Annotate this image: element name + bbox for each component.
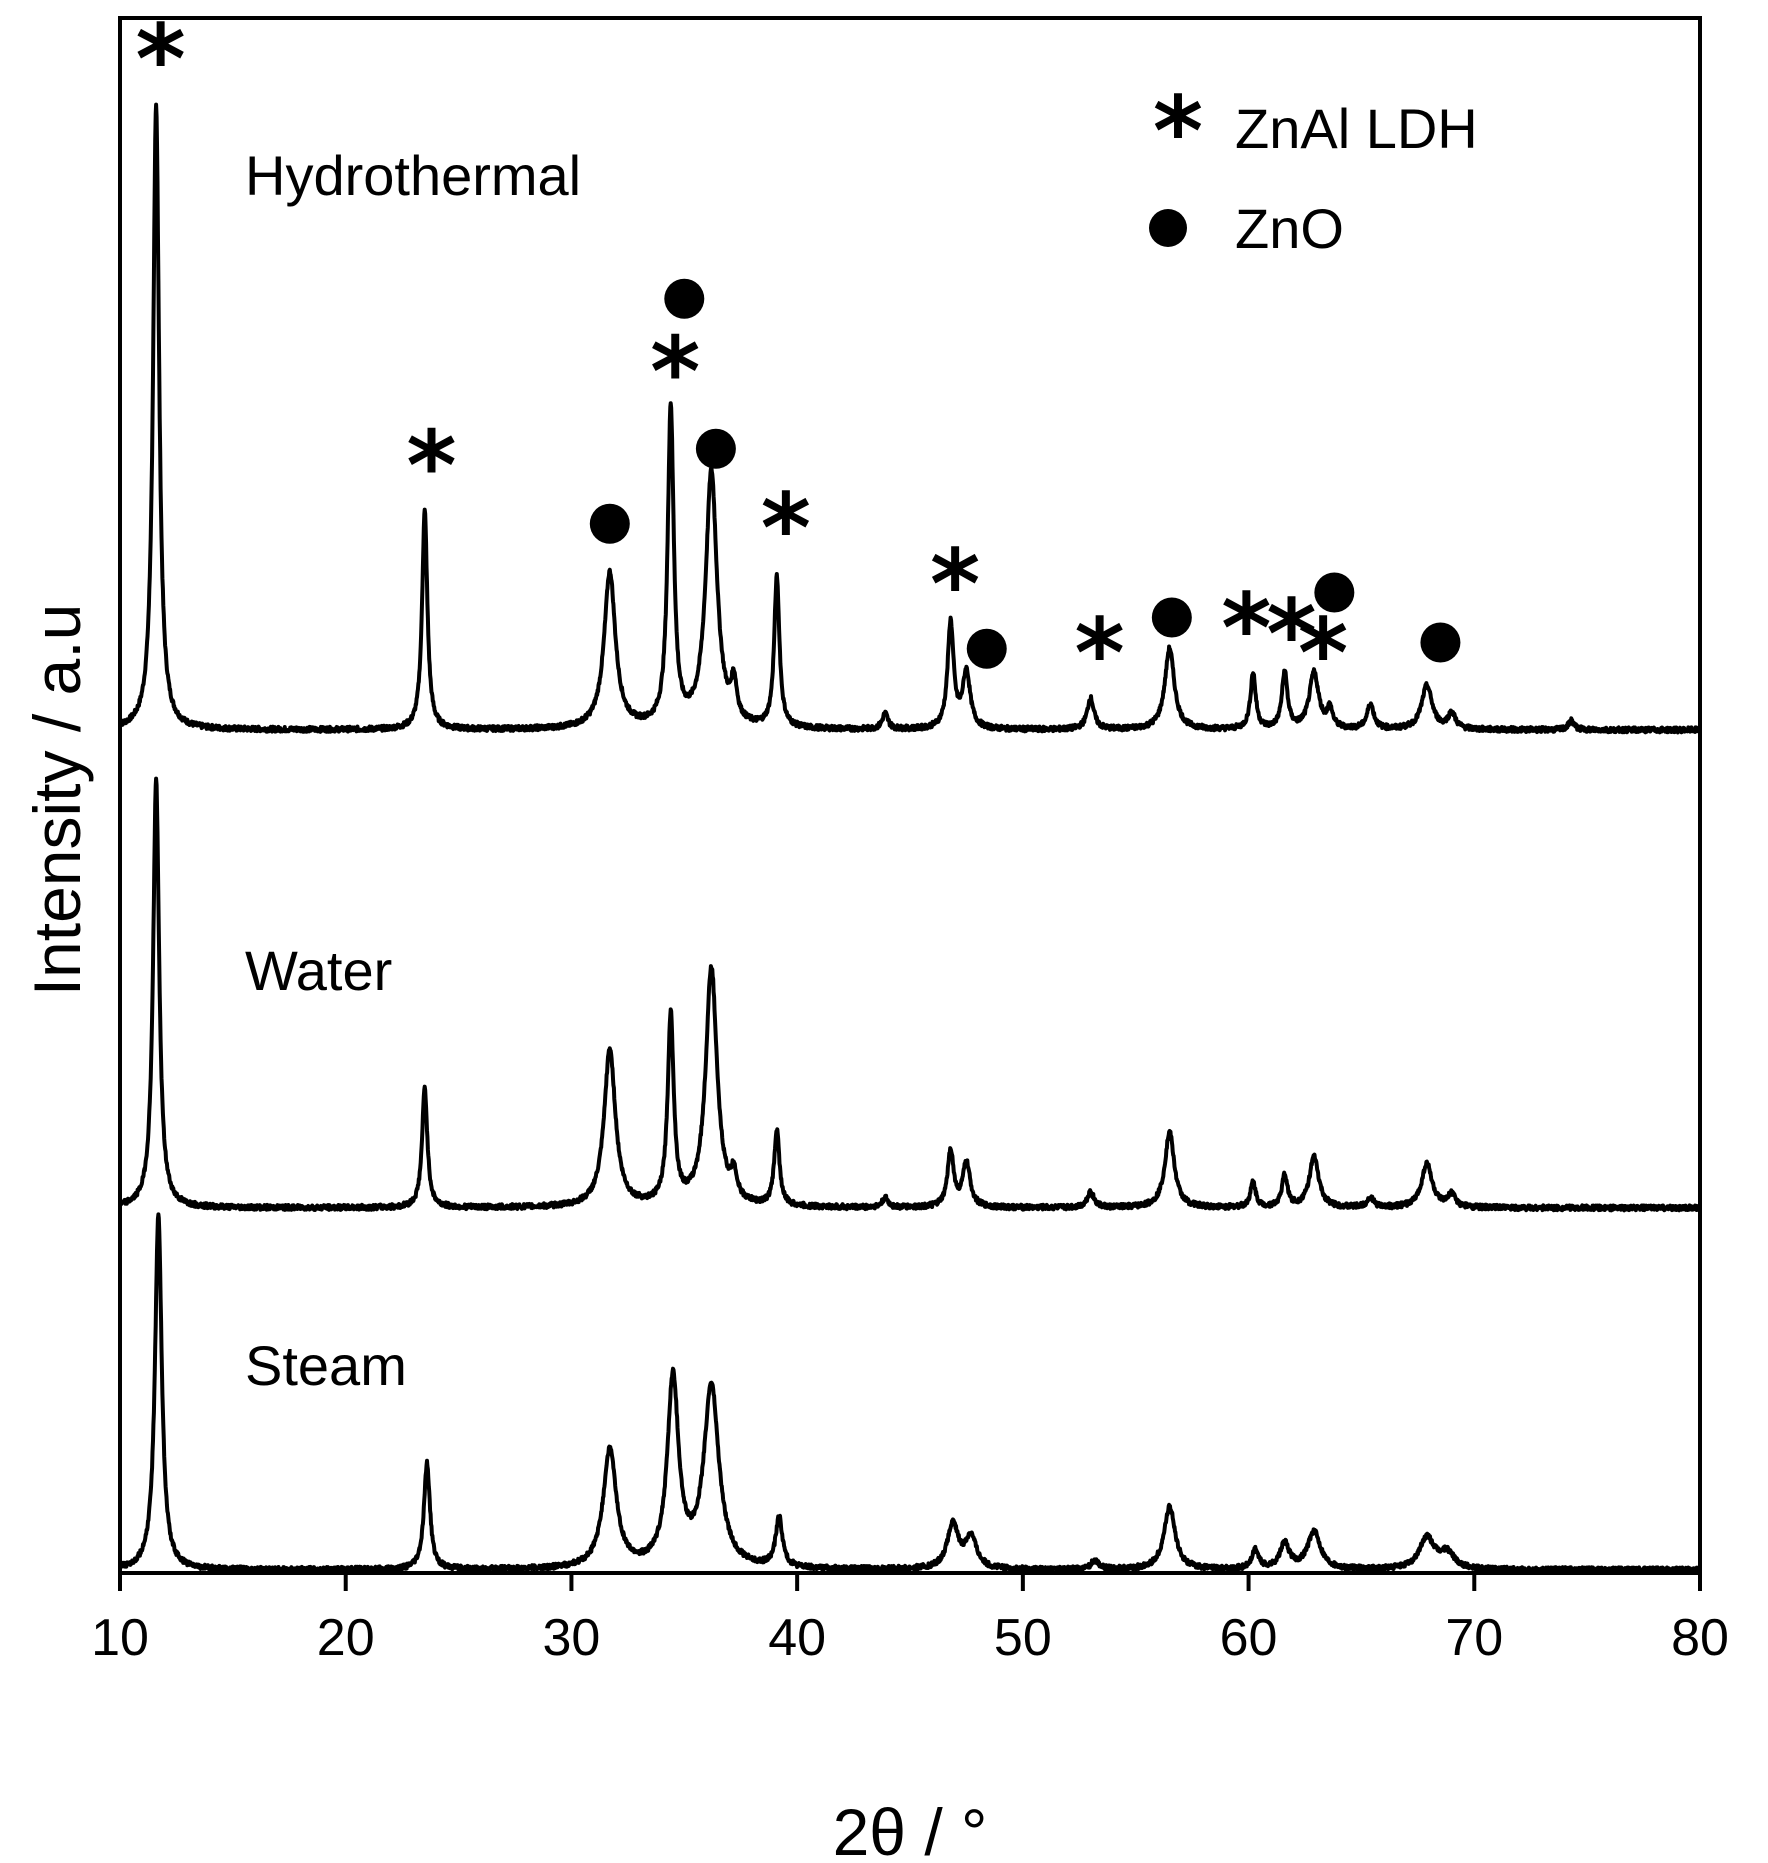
x-tick-label: 70 bbox=[1445, 1609, 1503, 1667]
trace-steam bbox=[118, 1212, 1702, 1575]
zno-peak-dot-icon bbox=[1151, 597, 1192, 638]
zno-peak-dot-icon bbox=[589, 503, 630, 544]
y-axis-title: Intensity / a.u bbox=[20, 604, 94, 997]
zno-peak-dot-icon bbox=[695, 428, 736, 469]
legend-label-zno: ZnO bbox=[1235, 197, 1344, 260]
legend-label-ldh: ZnAl LDH bbox=[1235, 97, 1478, 160]
legend-dot-icon bbox=[1149, 209, 1187, 247]
x-axis-title: 2θ / ° bbox=[833, 1795, 988, 1863]
zno-peak-dot-icon bbox=[966, 628, 1007, 669]
ldh-peak-star-icon: * bbox=[930, 529, 980, 641]
series-label-water: Water bbox=[245, 939, 392, 1002]
x-tick-label: 10 bbox=[91, 1609, 149, 1667]
zno-peak-dot-icon bbox=[664, 278, 705, 319]
x-tick-label: 80 bbox=[1671, 1609, 1729, 1667]
ldh-peak-star-icon: * bbox=[406, 410, 456, 522]
zno-peak-dot-icon bbox=[1314, 572, 1355, 613]
ldh-peak-star-icon: * bbox=[136, 4, 186, 116]
plot-frame bbox=[118, 16, 1702, 1575]
x-tick-label: 20 bbox=[317, 1609, 375, 1667]
ldh-peak-star-icon: * bbox=[1298, 598, 1348, 710]
legend-star-icon: * bbox=[1153, 76, 1203, 188]
legend: * ZnAl LDH ZnO bbox=[1149, 76, 1478, 260]
peak-markers: ****** *** bbox=[136, 4, 1461, 710]
trace-water bbox=[118, 776, 1702, 1213]
series-label-steam: Steam bbox=[245, 1334, 407, 1397]
x-tick-label: 60 bbox=[1220, 1609, 1278, 1667]
ldh-peak-star-icon: * bbox=[761, 473, 811, 585]
ldh-peak-star-icon: * bbox=[650, 317, 700, 429]
x-ticks: 10 20 30 40 50 60 70 80 bbox=[91, 1573, 1729, 1667]
series-traces bbox=[118, 102, 1702, 1575]
trace-hydrothermal bbox=[118, 102, 1702, 735]
series-label-hydrothermal: Hydrothermal bbox=[245, 144, 581, 207]
ldh-peak-star-icon: * bbox=[1266, 579, 1316, 691]
series-labels: Hydrothermal Water Steam bbox=[245, 144, 581, 1397]
zno-peak-dot-icon bbox=[1420, 622, 1461, 663]
x-tick-label: 30 bbox=[543, 1609, 601, 1667]
ldh-peak-star-icon: * bbox=[1221, 573, 1271, 685]
ldh-peak-star-icon: * bbox=[1074, 598, 1124, 710]
x-tick-label: 40 bbox=[768, 1609, 826, 1667]
x-tick-label: 50 bbox=[994, 1609, 1052, 1667]
